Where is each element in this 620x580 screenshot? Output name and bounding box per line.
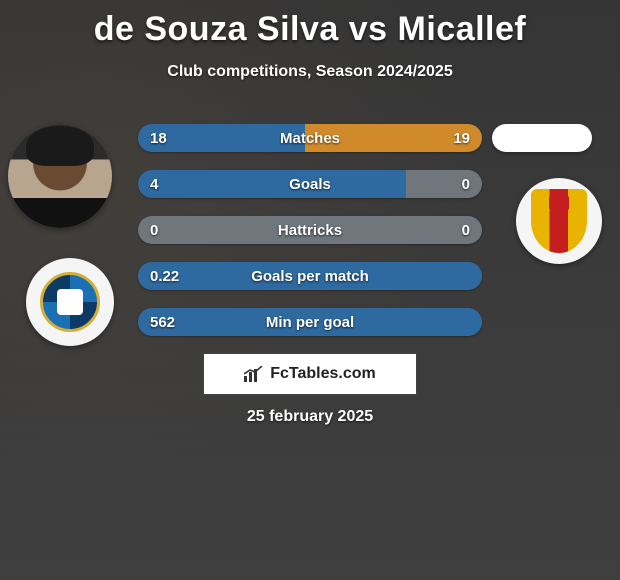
hair-icon xyxy=(26,126,94,166)
stat-row: Goals per match0.22 xyxy=(138,262,482,290)
stat-value-left: 4 xyxy=(150,176,158,193)
chart-icon xyxy=(244,366,264,382)
stat-label: Goals per match xyxy=(138,268,482,285)
stat-row: Min per goal562 xyxy=(138,308,482,336)
crest-icon xyxy=(40,272,100,332)
page-title: de Souza Silva vs Micallef xyxy=(0,0,620,49)
stats-bars: Matches1819Goals40Hattricks00Goals per m… xyxy=(138,124,482,354)
stat-label: Matches xyxy=(138,130,482,147)
shirt-icon xyxy=(8,198,112,228)
stat-value-left: 562 xyxy=(150,314,175,331)
stat-value-left: 18 xyxy=(150,130,167,147)
player-right-avatar xyxy=(492,124,592,152)
site-badge[interactable]: FcTables.com xyxy=(202,352,418,396)
date-text: 25 february 2025 xyxy=(0,408,620,426)
crest-icon xyxy=(531,189,587,253)
stat-row: Matches18 19 xyxy=(138,124,482,152)
stat-value-right: 19 xyxy=(453,130,470,147)
badge-text: FcTables.com xyxy=(270,365,376,383)
subtitle: Club competitions, Season 2024/2025 xyxy=(0,63,620,81)
stat-value-left: 0.22 xyxy=(150,268,179,285)
stat-value-right: 0 xyxy=(462,222,470,239)
stat-label: Goals xyxy=(138,176,482,193)
stat-value-left: 0 xyxy=(150,222,158,239)
stat-label: Hattricks xyxy=(138,222,482,239)
player-left-crest xyxy=(26,258,114,346)
stat-row: Hattricks0 0 xyxy=(138,216,482,244)
player-right-crest xyxy=(516,178,602,264)
stat-value-right: 0 xyxy=(462,176,470,193)
player-left-avatar xyxy=(8,124,112,228)
stat-label: Min per goal xyxy=(138,314,482,331)
stat-row: Goals4 0 xyxy=(138,170,482,198)
